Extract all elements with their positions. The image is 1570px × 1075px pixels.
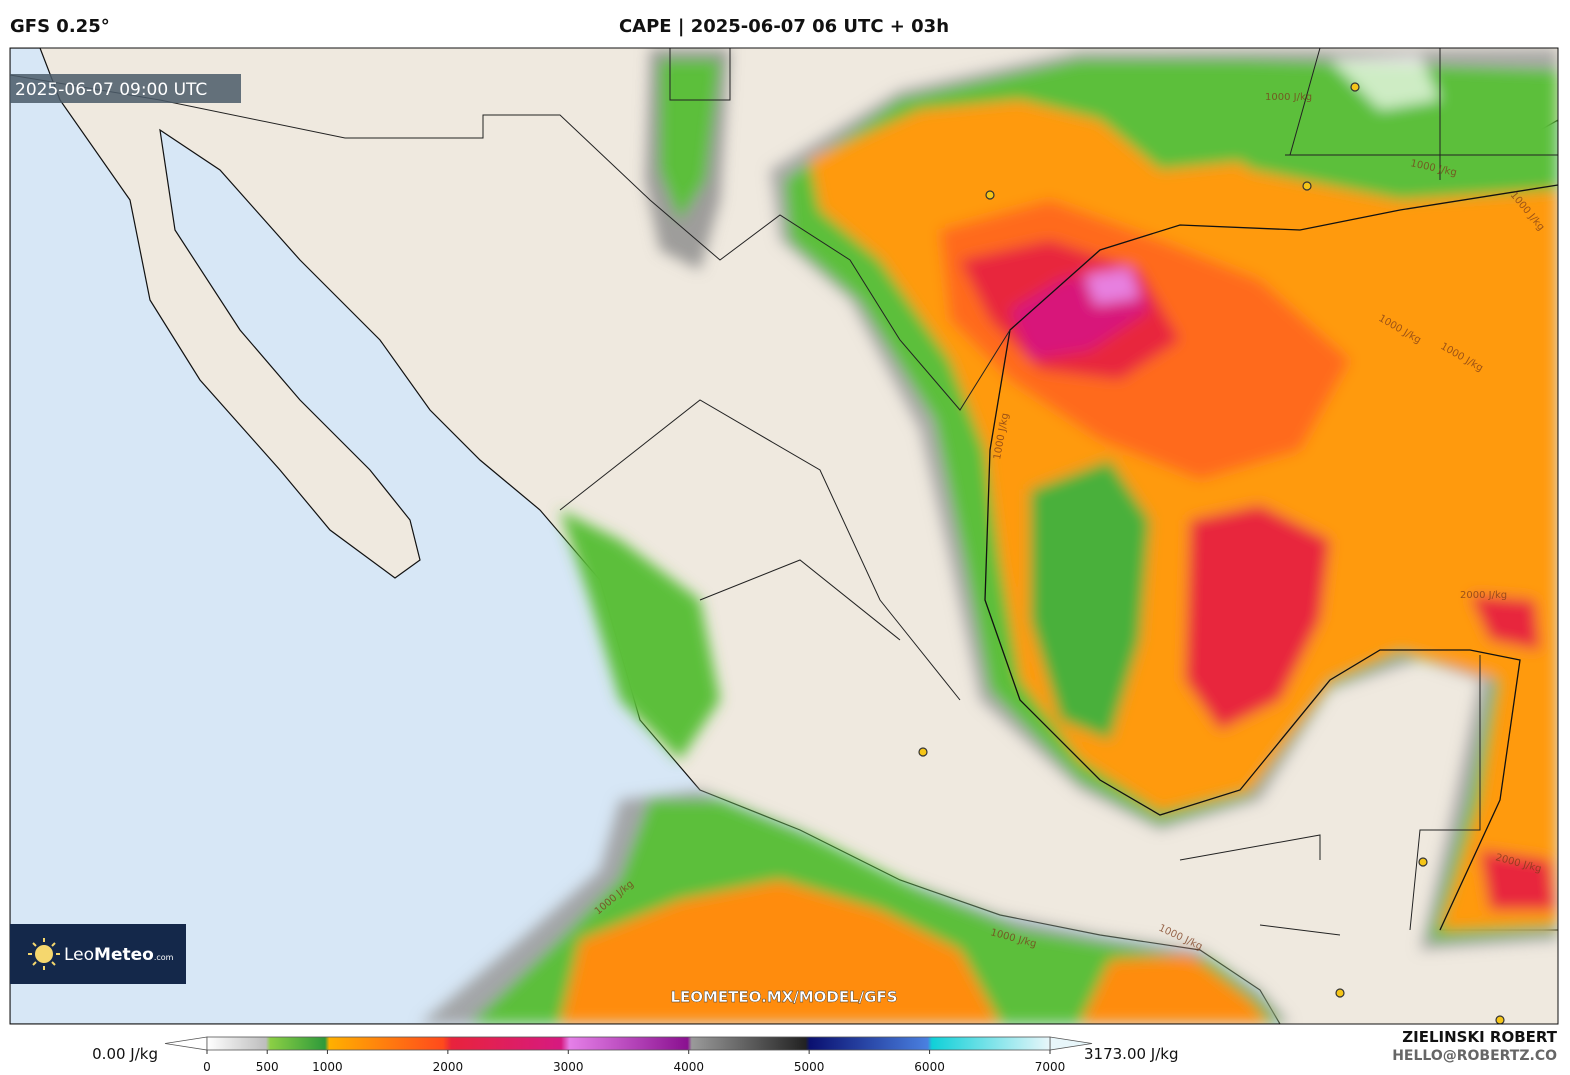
logo-text: LeoMeteo.com [64,945,174,965]
logo-suffix: .com [154,953,174,962]
valid-time: 2025-06-07 09:00 UTC [15,80,207,100]
colorbar-tick-label: 500 [256,1060,279,1074]
colorbar-tick-label: 4000 [673,1060,704,1074]
colorbar-tick-label: 3000 [553,1060,584,1074]
borders [10,48,1558,936]
cities [918,82,1505,1024]
map-frame [9,47,1559,1025]
colorbar-tick-label: 1000 [312,1060,343,1074]
logo-bold: Meteo [94,945,154,965]
map-title: CAPE | 2025-06-07 06 UTC + 03h [619,16,949,37]
contour-label: 2000 J/kg [1460,590,1507,601]
colorbar-min-label: 0.00 J/kg [92,1045,158,1063]
watermark: LEOMETEO.MX/MODEL/GFS [670,988,897,1006]
colorbar-min-arrow [164,1036,208,1051]
colorbar-tick-label: 2000 [433,1060,464,1074]
colorbar-tick-label: 7000 [1035,1060,1066,1074]
author: ZIELINSKI ROBERT [1402,1028,1557,1046]
contour-label: 1000 J/kg [1265,92,1312,103]
colorbar-scale [206,1036,1051,1051]
cape-field [420,48,1558,1024]
coastline-east [984,184,1558,931]
logo-sun [28,938,60,970]
model-name: GFS 0.25° [10,16,110,37]
colorbar-tick-label: 5000 [794,1060,825,1074]
colorbar-tick-label: 0 [203,1060,211,1074]
colorbar-max-label: 3173.00 J/kg [1084,1045,1178,1063]
email: HELLO@ROBERTZ.CO [1392,1048,1557,1064]
map: 1000 J/kg 1000 J/kg 1000 J/kg 1000 J/kg … [10,48,1558,1024]
time-box [10,74,241,103]
colorbar-tick-label: 6000 [914,1060,945,1074]
colorbar: 0 500 1000 2000 3000 4000 5000 6000 7000 [164,1036,1093,1074]
logo-light: Leo [64,945,94,965]
